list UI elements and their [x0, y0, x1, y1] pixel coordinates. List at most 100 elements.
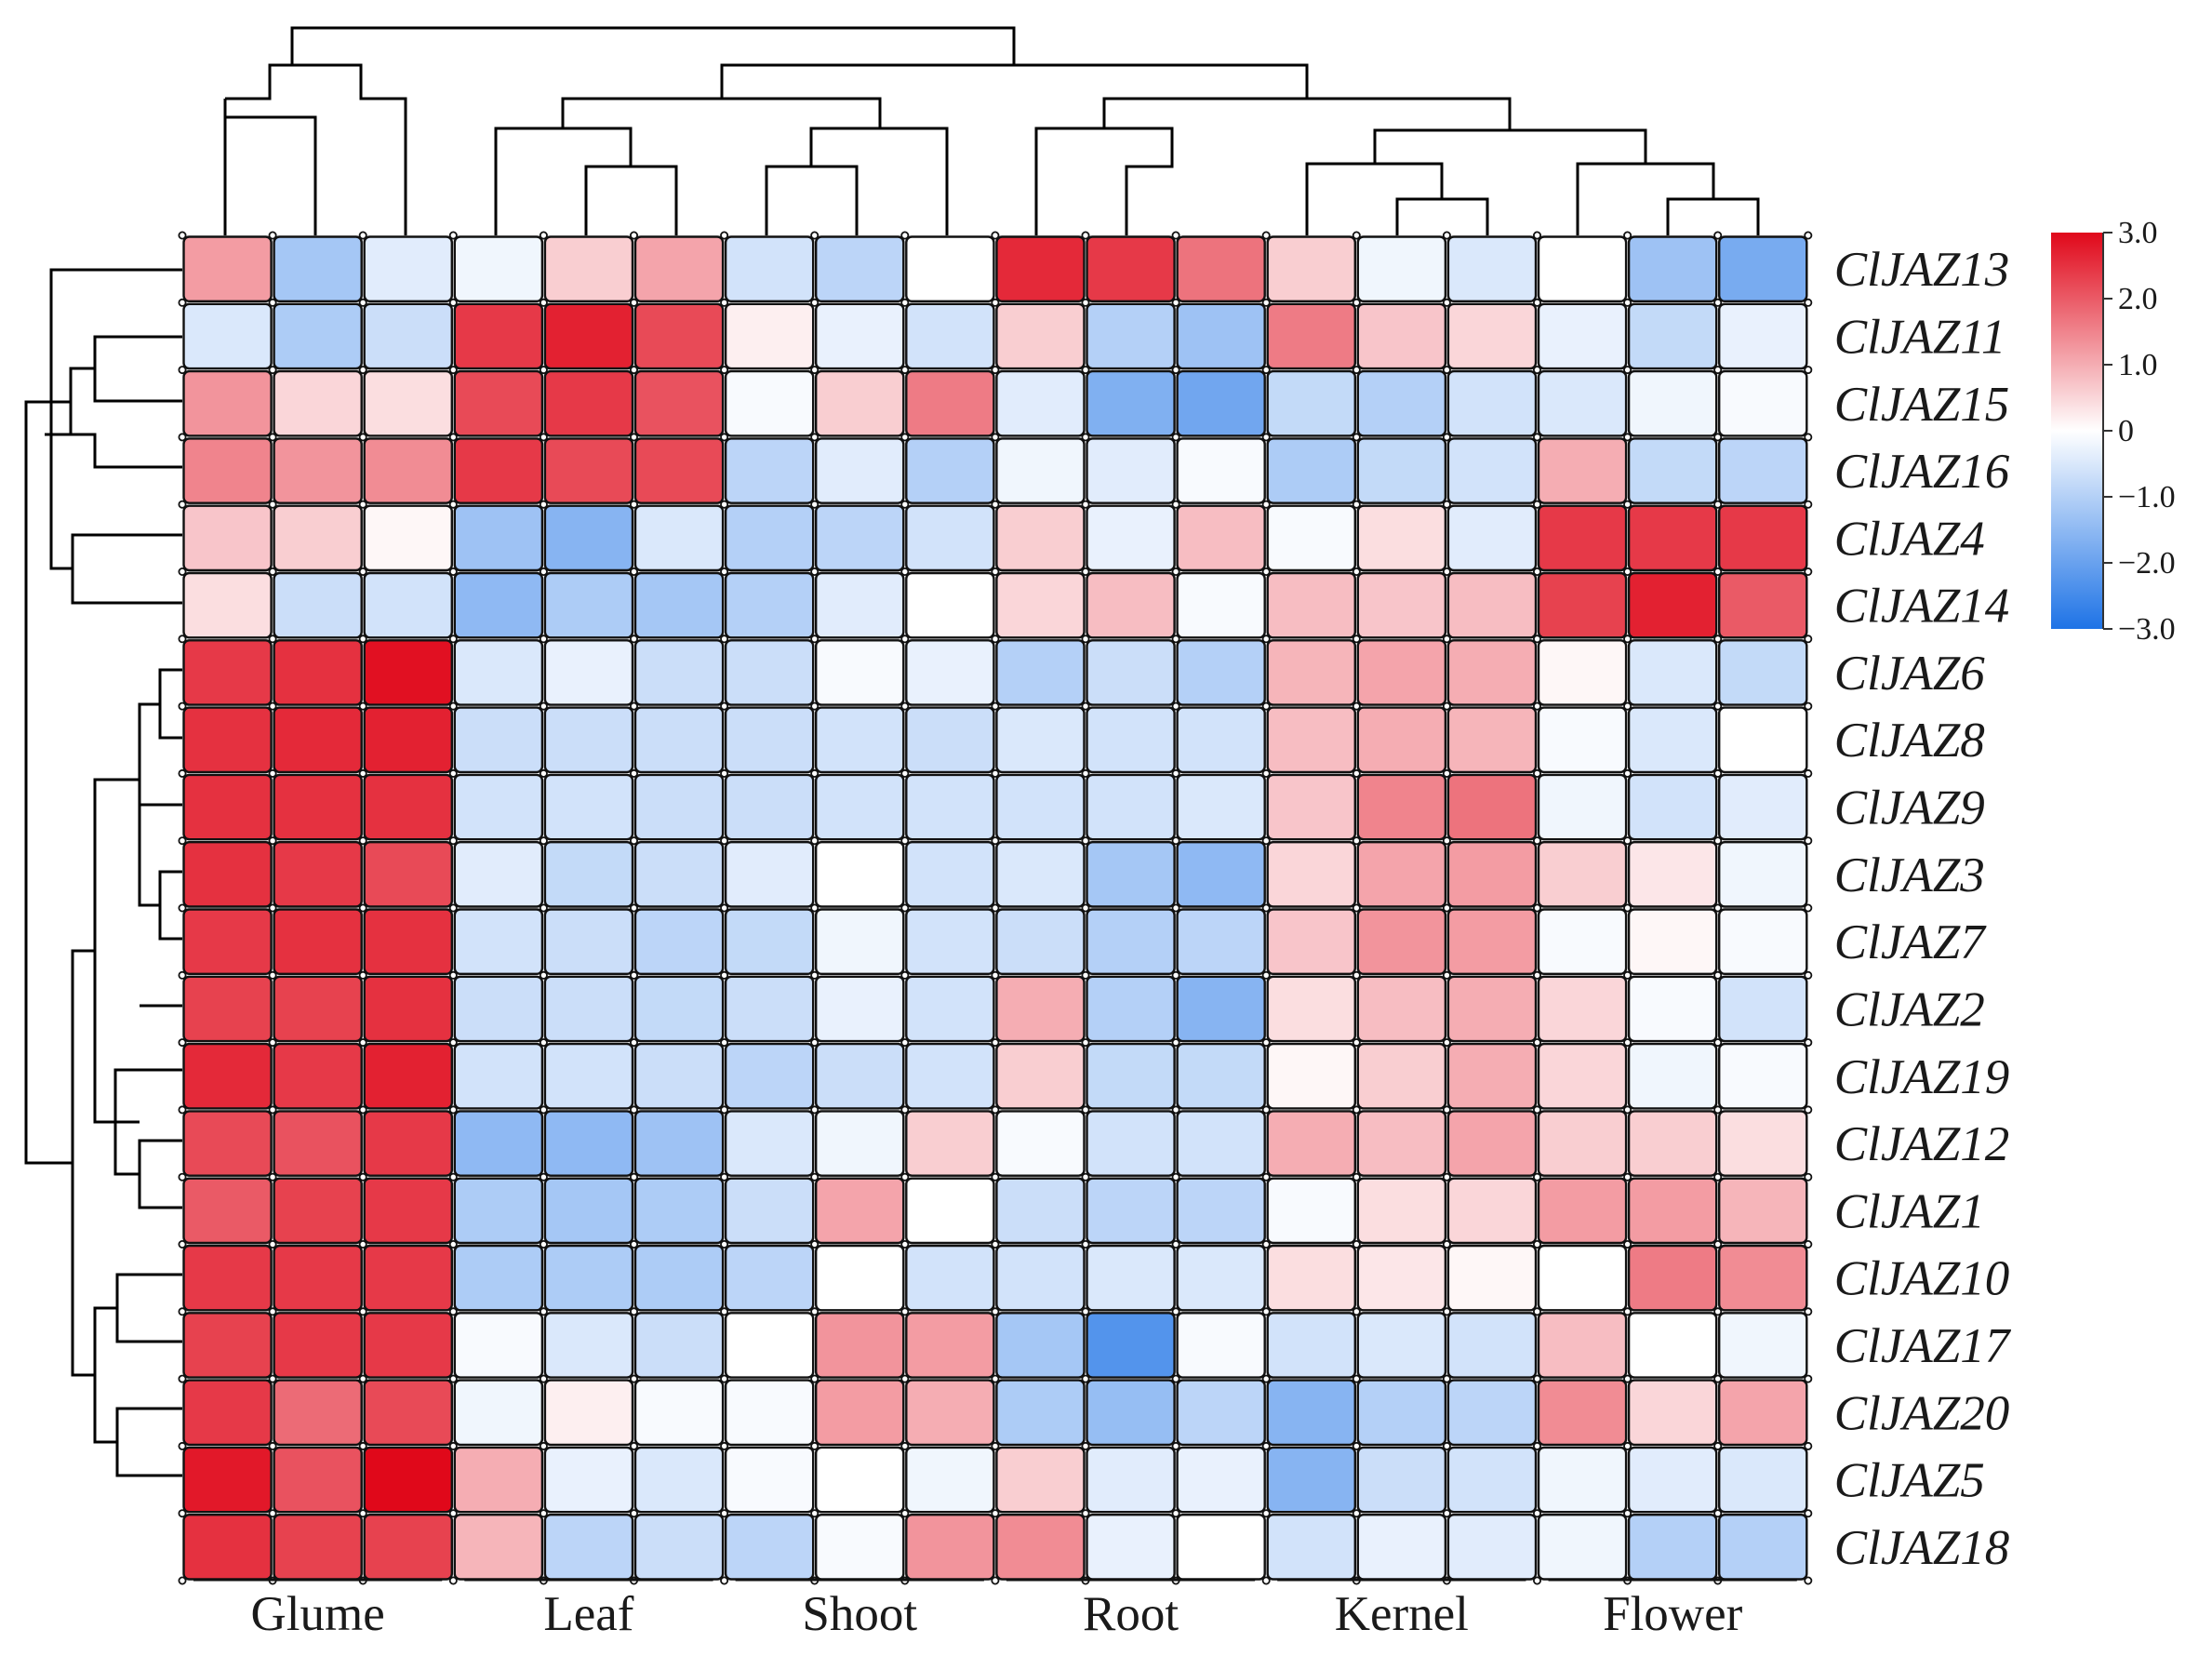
heatmap-cell-ClJAZ19-14: [1446, 1042, 1538, 1110]
grid-dot: [900, 433, 910, 442]
grid-dot: [1713, 970, 1723, 980]
heatmap-cell-ClJAZ20-13: [1356, 1379, 1447, 1447]
heatmap-cell-ClJAZ4-14: [1446, 504, 1538, 572]
heatmap-cell-ClJAZ18-12: [1266, 1513, 1356, 1581]
grid-dot: [1081, 1105, 1090, 1115]
heatmap-cell-ClJAZ5-10: [1086, 1446, 1176, 1514]
column-group-label: Shoot: [802, 1587, 917, 1641]
grid-dot: [720, 1441, 729, 1450]
heatmap-cell-ClJAZ10-10: [1086, 1244, 1176, 1312]
grid-dot: [1442, 1307, 1451, 1316]
grid-dot: [991, 1172, 1000, 1182]
grid-dot: [991, 1038, 1000, 1048]
heatmap-cell-ClJAZ14-13: [1356, 571, 1447, 639]
grid-dot: [1081, 970, 1090, 980]
heatmap-cell-ClJAZ15-15: [1537, 369, 1628, 437]
grid-dot: [1261, 1038, 1271, 1048]
grid-dot: [810, 1038, 820, 1048]
grid-dot: [539, 768, 548, 778]
heatmap-cell-ClJAZ7-9: [995, 908, 1086, 976]
grid-dot: [539, 433, 548, 442]
grid-dot: [991, 1509, 1000, 1518]
grid-dot: [1713, 903, 1723, 913]
heatmap-cell-ClJAZ17-7: [815, 1312, 905, 1379]
grid-dot: [539, 701, 548, 711]
grid-dot: [1081, 701, 1090, 711]
colorbar-tick-label: 3.0: [2118, 216, 2158, 250]
grid-dot: [720, 1038, 729, 1048]
grid-dot: [448, 500, 458, 509]
grid-dot: [1352, 366, 1361, 375]
heatmap-cell-ClJAZ15-17: [1717, 369, 1808, 437]
grid-dot: [1442, 1172, 1451, 1182]
grid-dot: [630, 836, 639, 846]
grid-dot: [1804, 836, 1813, 846]
heatmap-cell-ClJAZ9-12: [1266, 773, 1356, 841]
heatmap-cell-ClJAZ8-14: [1446, 706, 1538, 774]
grid-dot: [1533, 433, 1542, 442]
grid-dot: [720, 1172, 729, 1182]
row-label: ClJAZ4: [1834, 512, 1985, 566]
grid-dot: [1533, 1240, 1542, 1249]
grid-dot: [178, 366, 187, 375]
grid-dot: [720, 836, 729, 846]
heatmap-cell-ClJAZ7-6: [724, 908, 815, 976]
grid-dot: [178, 1307, 187, 1316]
grid-dot: [1533, 500, 1542, 509]
grid-dot: [1442, 433, 1451, 442]
grid-dot: [900, 500, 910, 509]
grid-dot: [268, 1105, 277, 1115]
heatmap-cell-ClJAZ1-3: [453, 1177, 544, 1245]
heatmap-cell-ClJAZ13-14: [1446, 235, 1538, 303]
grid-dot: [1713, 836, 1723, 846]
heatmap-cell-ClJAZ6-6: [724, 639, 815, 706]
grid-dot: [630, 1509, 639, 1518]
grid-dot: [900, 768, 910, 778]
heatmap-cell-ClJAZ5-13: [1356, 1446, 1447, 1514]
grid-dot: [268, 1374, 277, 1383]
grid-dot: [1804, 568, 1813, 577]
grid-dot: [448, 1374, 458, 1383]
grid-dot: [1713, 1441, 1723, 1450]
heatmap-cell-ClJAZ16-10: [1086, 437, 1176, 504]
heatmap-cell-ClJAZ4-13: [1356, 504, 1447, 572]
heatmap-cell-ClJAZ5-4: [543, 1446, 634, 1514]
grid-dot: [1081, 1509, 1090, 1518]
grid-dot: [1623, 1105, 1632, 1115]
heatmap-cell-ClJAZ1-1: [273, 1177, 363, 1245]
heatmap-cell-ClJAZ4-6: [724, 504, 815, 572]
grid-dot: [991, 568, 1000, 577]
grid-dot: [1171, 500, 1180, 509]
heatmap-cell-ClJAZ8-3: [453, 706, 544, 774]
heatmap-cell-ClJAZ1-2: [363, 1177, 454, 1245]
colorbar-tick-label: −1.0: [2118, 480, 2176, 514]
grid-dot: [1261, 1509, 1271, 1518]
heatmap-cell-ClJAZ8-11: [1176, 706, 1266, 774]
heatmap-cell-ClJAZ2-11: [1176, 975, 1266, 1043]
heatmap-cell-ClJAZ3-8: [905, 841, 995, 908]
grid-dot: [448, 768, 458, 778]
heatmap-cell-ClJAZ4-2: [363, 504, 454, 572]
heatmap-cell-ClJAZ9-15: [1537, 773, 1628, 841]
grid-dot: [1352, 1374, 1361, 1383]
heatmap-cell-ClJAZ11-6: [724, 302, 815, 370]
grid-dot: [178, 701, 187, 711]
grid-dot: [1713, 433, 1723, 442]
row-label: ClJAZ2: [1834, 983, 1985, 1037]
heatmap-cell-ClJAZ3-17: [1717, 841, 1808, 908]
grid-dot: [900, 1307, 910, 1316]
heatmap-cell-ClJAZ16-5: [633, 437, 725, 504]
grid-dot: [991, 903, 1000, 913]
heatmap-cell-ClJAZ12-13: [1356, 1110, 1447, 1177]
grid-dot: [1713, 1172, 1723, 1182]
heatmap-cell-ClJAZ1-12: [1266, 1177, 1356, 1245]
heatmap-cell-ClJAZ17-2: [363, 1312, 454, 1379]
heatmap-cell-ClJAZ7-7: [815, 908, 905, 976]
grid-dot: [1171, 768, 1180, 778]
heatmap-cell-ClJAZ8-8: [905, 706, 995, 774]
heatmap-cell-ClJAZ17-3: [453, 1312, 544, 1379]
grid-dot: [1442, 836, 1451, 846]
heatmap-cell-ClJAZ19-2: [363, 1042, 454, 1110]
heatmap-cell-ClJAZ12-17: [1717, 1110, 1808, 1177]
heatmap-cell-ClJAZ20-14: [1446, 1379, 1538, 1447]
